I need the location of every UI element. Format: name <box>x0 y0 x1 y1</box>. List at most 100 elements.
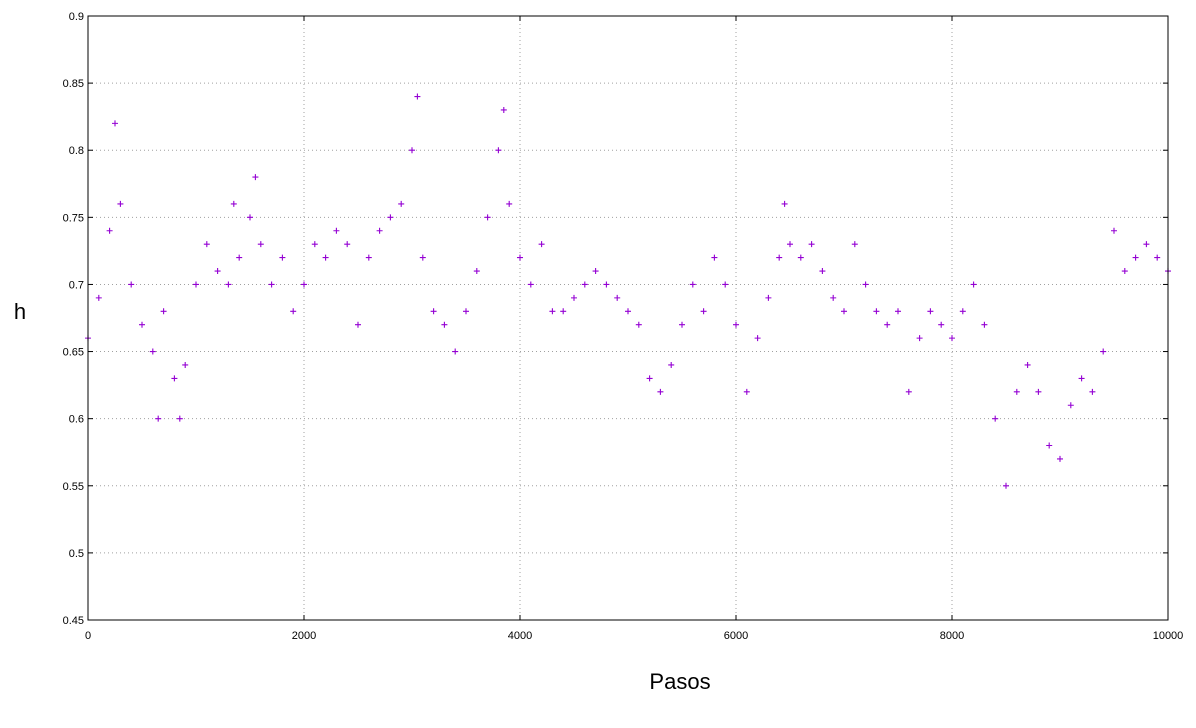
data-point <box>895 308 901 315</box>
x-tick-label: 8000 <box>940 630 964 642</box>
y-tick-label: 0.7 <box>69 279 84 291</box>
data-point <box>873 308 880 315</box>
data-point <box>500 106 507 113</box>
data-point <box>252 174 259 181</box>
data-point <box>1024 361 1031 368</box>
data-point <box>1057 455 1063 462</box>
data-point <box>657 388 664 395</box>
data-point <box>409 147 415 154</box>
x-tick-label: 6000 <box>724 630 748 642</box>
data-point <box>927 308 934 315</box>
data-point <box>668 361 675 368</box>
data-point <box>182 361 189 368</box>
data-point <box>376 227 383 234</box>
grid-lines <box>88 16 1168 620</box>
data-point <box>1111 227 1117 234</box>
data-point <box>193 281 199 288</box>
data-point <box>398 200 405 207</box>
x-tick-label: 0 <box>85 630 91 642</box>
y-tick-label: 0.6 <box>69 414 84 426</box>
data-point <box>1100 348 1107 355</box>
data-point <box>112 120 118 127</box>
data-point <box>139 321 145 328</box>
data-point <box>603 281 610 288</box>
y-axis-label: h <box>14 299 26 324</box>
data-point <box>495 147 502 154</box>
data-point <box>106 227 113 234</box>
data-point <box>959 308 966 315</box>
data-point <box>430 308 437 315</box>
data-point <box>635 321 642 328</box>
data-point <box>1089 388 1096 395</box>
data-point <box>506 200 513 207</box>
y-tick-label: 0.65 <box>63 347 84 359</box>
y-tick-label: 0.9 <box>69 11 84 23</box>
data-point <box>344 241 351 248</box>
data-point <box>592 268 599 275</box>
data-point <box>819 268 826 275</box>
data-point <box>1132 254 1139 261</box>
x-tick-label: 4000 <box>508 630 532 642</box>
data-point <box>95 294 102 301</box>
data-point <box>414 93 421 100</box>
data-point <box>247 214 253 221</box>
data-point <box>905 388 912 395</box>
data-point <box>1143 241 1150 248</box>
x-tick-label: 10000 <box>1153 630 1184 642</box>
data-point <box>230 200 237 207</box>
plot-frame <box>87 15 1169 621</box>
y-tick-label: 0.85 <box>63 78 84 90</box>
data-point <box>322 254 329 261</box>
data-point <box>830 294 837 301</box>
data-point <box>160 308 167 315</box>
y-tick-label: 0.55 <box>63 481 84 493</box>
data-point <box>538 241 545 248</box>
y-axis-ticks: 0.45 0.5 0.55 0.6 0.65 0.7 0.75 0.8 0.85 0.9 <box>63 11 1168 627</box>
data-point <box>149 348 156 355</box>
data-point <box>862 281 869 288</box>
data-point <box>1121 268 1128 275</box>
data-point <box>290 308 297 315</box>
data-point <box>473 268 480 275</box>
data-point <box>808 241 815 248</box>
data-point <box>776 254 783 261</box>
y-tick-label: 0.8 <box>69 145 84 157</box>
data-point <box>214 268 221 275</box>
y-tick-label: 0.5 <box>69 548 84 560</box>
y-tick-label: 0.45 <box>63 615 84 627</box>
x-axis-label: Pasos <box>649 669 710 694</box>
data-point <box>549 308 556 315</box>
data-point <box>176 415 183 422</box>
data-point <box>117 200 124 207</box>
data-point <box>203 241 210 248</box>
data-point <box>689 281 696 288</box>
data-point <box>970 281 977 288</box>
data-point <box>311 241 318 248</box>
data-point <box>884 321 891 328</box>
data-point <box>754 335 761 342</box>
data-points <box>85 93 1171 489</box>
data-point <box>355 321 361 328</box>
data-point <box>155 415 162 422</box>
data-point <box>625 308 631 315</box>
data-point <box>916 335 923 342</box>
data-point <box>700 308 707 315</box>
data-point <box>781 200 788 207</box>
data-point <box>722 281 729 288</box>
data-point <box>992 415 999 422</box>
data-point <box>365 254 372 261</box>
data-point <box>257 241 264 248</box>
data-point <box>743 388 750 395</box>
data-point <box>841 308 847 315</box>
data-point <box>301 281 307 288</box>
x-axis-ticks: 0 2000 4000 6000 8000 10000 <box>85 16 1183 642</box>
data-point <box>268 281 275 288</box>
data-point <box>484 214 491 221</box>
data-point <box>441 321 448 328</box>
data-point <box>1078 375 1085 382</box>
data-point <box>733 321 739 328</box>
data-point <box>581 281 588 288</box>
data-point <box>646 375 653 382</box>
